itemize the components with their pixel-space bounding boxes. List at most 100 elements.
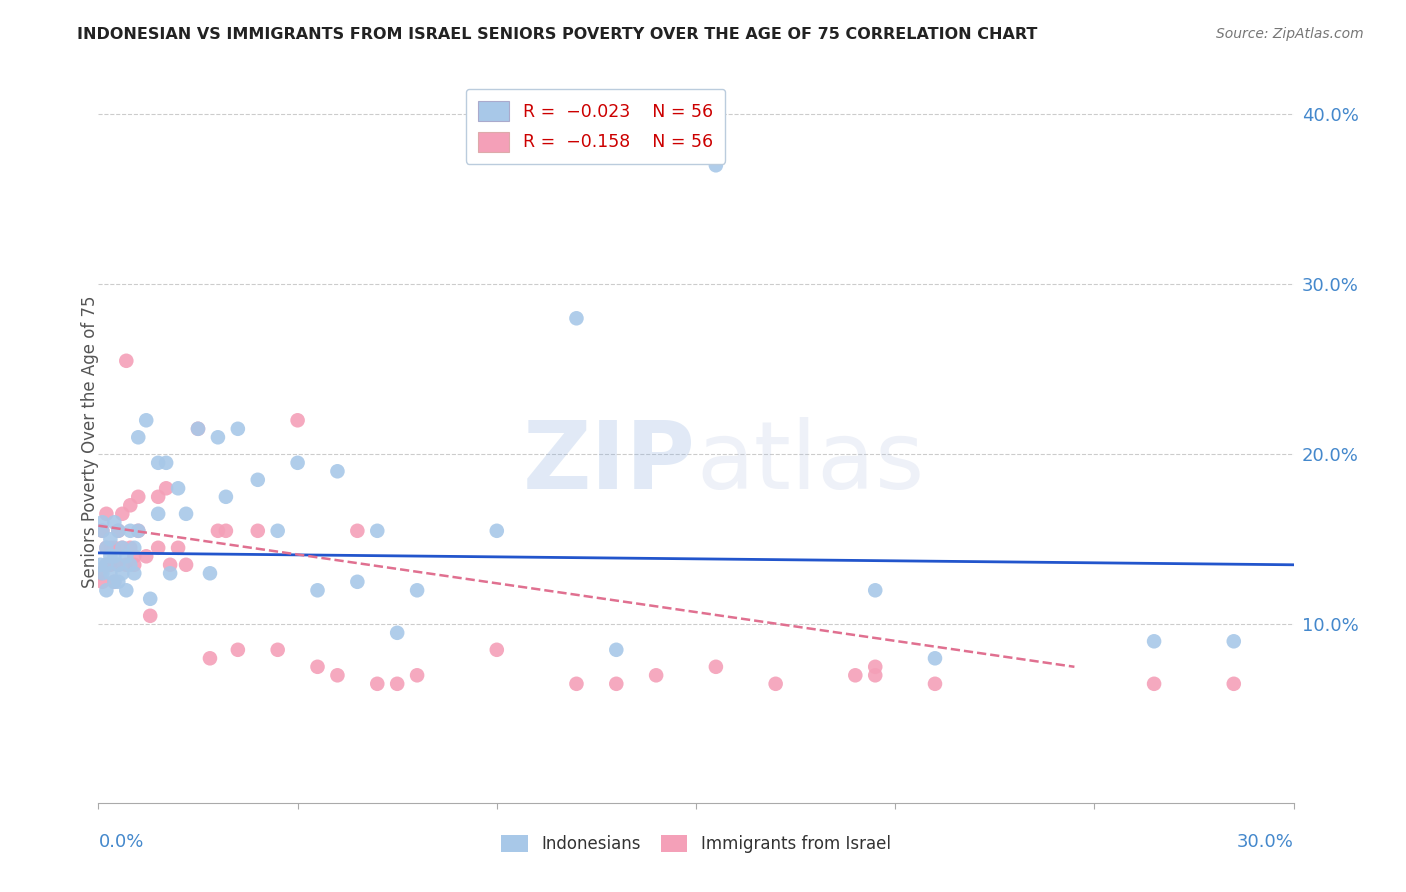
Point — [127, 430, 149, 444]
Point — [148, 507, 170, 521]
Point — [124, 541, 146, 555]
Point — [107, 524, 129, 538]
Point — [174, 507, 197, 521]
Point — [91, 516, 114, 530]
Point — [174, 558, 197, 572]
Point — [155, 481, 177, 495]
Legend: Indonesians, Immigrants from Israel: Indonesians, Immigrants from Israel — [495, 828, 897, 860]
Point — [127, 524, 149, 538]
Point — [159, 558, 181, 572]
Text: Source: ZipAtlas.com: Source: ZipAtlas.com — [1216, 27, 1364, 41]
Point — [765, 677, 787, 691]
Text: 30.0%: 30.0% — [1237, 833, 1294, 851]
Point — [135, 549, 157, 564]
Point — [924, 651, 946, 665]
Point — [98, 566, 122, 581]
Point — [187, 422, 209, 436]
Point — [246, 473, 269, 487]
Point — [89, 558, 111, 572]
Point — [115, 583, 138, 598]
Point — [96, 541, 118, 555]
Point — [1223, 634, 1246, 648]
Point — [115, 558, 138, 572]
Point — [326, 668, 349, 682]
Point — [704, 158, 727, 172]
Point — [565, 311, 588, 326]
Point — [124, 558, 146, 572]
Text: ZIP: ZIP — [523, 417, 696, 509]
Point — [267, 524, 290, 538]
Point — [148, 541, 170, 555]
Point — [98, 541, 122, 555]
Point — [107, 524, 129, 538]
Point — [98, 558, 122, 572]
Point — [844, 668, 866, 682]
Point — [96, 558, 118, 572]
Point — [605, 677, 627, 691]
Point — [346, 574, 368, 589]
Point — [148, 490, 170, 504]
Point — [159, 566, 181, 581]
Point — [565, 677, 588, 691]
Point — [127, 524, 149, 538]
Text: atlas: atlas — [696, 417, 924, 509]
Point — [485, 524, 508, 538]
Point — [207, 524, 229, 538]
Point — [98, 549, 122, 564]
Point — [135, 413, 157, 427]
Point — [198, 566, 221, 581]
Point — [485, 642, 508, 657]
Point — [107, 558, 129, 572]
Point — [1143, 677, 1166, 691]
Point — [198, 651, 221, 665]
Point — [96, 583, 118, 598]
Point — [91, 566, 114, 581]
Point — [287, 413, 309, 427]
Y-axis label: Seniors Poverty Over the Age of 75: Seniors Poverty Over the Age of 75 — [82, 295, 98, 588]
Point — [865, 668, 887, 682]
Point — [246, 524, 269, 538]
Point — [115, 353, 138, 368]
Point — [139, 591, 162, 606]
Point — [366, 677, 388, 691]
Point — [103, 574, 125, 589]
Point — [207, 430, 229, 444]
Point — [89, 566, 111, 581]
Text: 0.0%: 0.0% — [98, 833, 143, 851]
Point — [1143, 634, 1166, 648]
Point — [120, 541, 142, 555]
Point — [120, 558, 142, 572]
Point — [103, 541, 125, 555]
Point — [287, 456, 309, 470]
Point — [124, 566, 146, 581]
Point — [267, 642, 290, 657]
Point — [924, 677, 946, 691]
Point — [111, 566, 134, 581]
Point — [167, 481, 190, 495]
Point — [111, 541, 134, 555]
Point — [605, 642, 627, 657]
Point — [1223, 677, 1246, 691]
Point — [98, 533, 122, 547]
Point — [865, 583, 887, 598]
Point — [215, 490, 238, 504]
Point — [115, 549, 138, 564]
Point — [103, 549, 125, 564]
Point — [307, 583, 329, 598]
Point — [226, 422, 249, 436]
Point — [307, 660, 329, 674]
Point — [645, 668, 668, 682]
Point — [127, 490, 149, 504]
Point — [96, 507, 118, 521]
Point — [111, 507, 134, 521]
Point — [406, 583, 429, 598]
Text: INDONESIAN VS IMMIGRANTS FROM ISRAEL SENIORS POVERTY OVER THE AGE OF 75 CORRELAT: INDONESIAN VS IMMIGRANTS FROM ISRAEL SEN… — [77, 27, 1038, 42]
Point — [120, 498, 142, 512]
Point — [148, 456, 170, 470]
Point — [326, 464, 349, 478]
Point — [91, 524, 114, 538]
Point — [385, 677, 409, 691]
Point — [215, 524, 238, 538]
Point — [139, 608, 162, 623]
Point — [124, 549, 146, 564]
